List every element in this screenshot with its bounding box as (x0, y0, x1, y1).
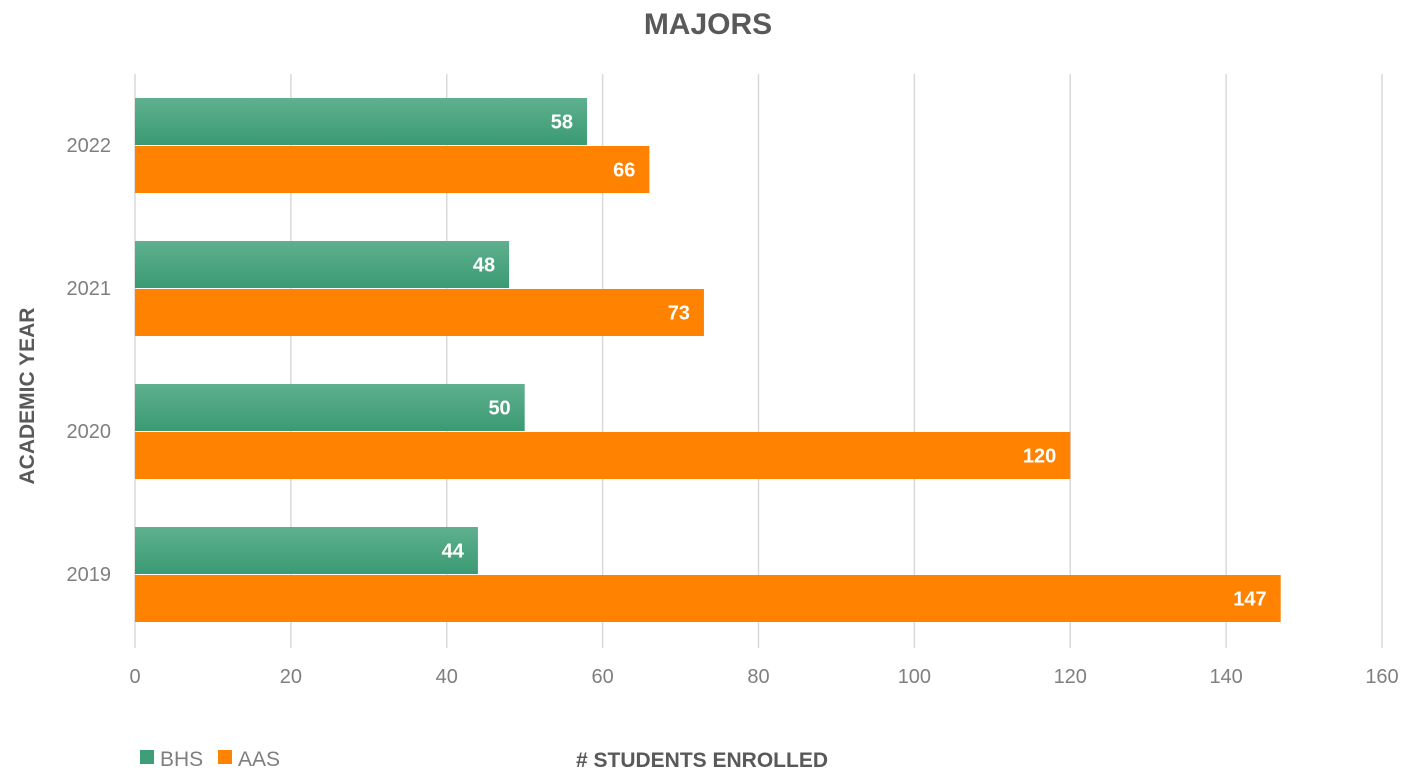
x-tick-label: 100 (898, 666, 931, 688)
legend-swatch-bhs (140, 750, 154, 764)
y-axis-title: ACADEMIC YEAR (16, 308, 39, 485)
bar-bhs-2022 (135, 98, 588, 145)
y-tick-label: 2020 (67, 421, 112, 443)
data-label: 73 (668, 303, 690, 325)
x-tick-label: 0 (129, 666, 140, 688)
y-tick-label: 2022 (67, 135, 112, 157)
chart-title: MAJORS (644, 8, 772, 41)
legend-label: AAS (238, 748, 280, 771)
y-tick-label: 2019 (67, 564, 112, 586)
bar-aas-2019 (135, 575, 1281, 622)
axis-ticks: 0 20 40 60 80 100 120 140 160 2022 2021 2020 2019 (67, 135, 1399, 688)
legend: BHS AAS (140, 748, 280, 771)
bars: 58 66 48 73 50 120 44 147 (135, 98, 1281, 622)
data-label: 44 (442, 541, 465, 563)
data-label: 50 (488, 398, 510, 420)
data-label: 147 (1233, 589, 1266, 611)
x-tick-label: 20 (280, 666, 302, 688)
bar-aas-2022 (135, 146, 650, 193)
y-tick-label: 2021 (67, 278, 112, 300)
data-label: 58 (551, 112, 573, 134)
data-label: 48 (473, 255, 495, 277)
x-axis-title: # STUDENTS ENROLLED (576, 749, 828, 771)
bar-bhs-2020 (135, 384, 525, 431)
data-label: 120 (1023, 446, 1056, 468)
data-label: 66 (613, 160, 635, 182)
x-tick-label: 40 (436, 666, 458, 688)
bar-aas-2021 (135, 289, 704, 336)
x-tick-label: 80 (747, 666, 769, 688)
bar-bhs-2019 (135, 527, 478, 574)
legend-swatch-aas (218, 750, 232, 764)
x-tick-label: 120 (1054, 666, 1087, 688)
x-tick-label: 140 (1209, 666, 1242, 688)
bar-bhs-2021 (135, 241, 510, 288)
bar-aas-2020 (135, 432, 1071, 479)
x-tick-label: 60 (592, 666, 614, 688)
x-tick-label: 160 (1365, 666, 1398, 688)
legend-label: BHS (160, 748, 203, 771)
